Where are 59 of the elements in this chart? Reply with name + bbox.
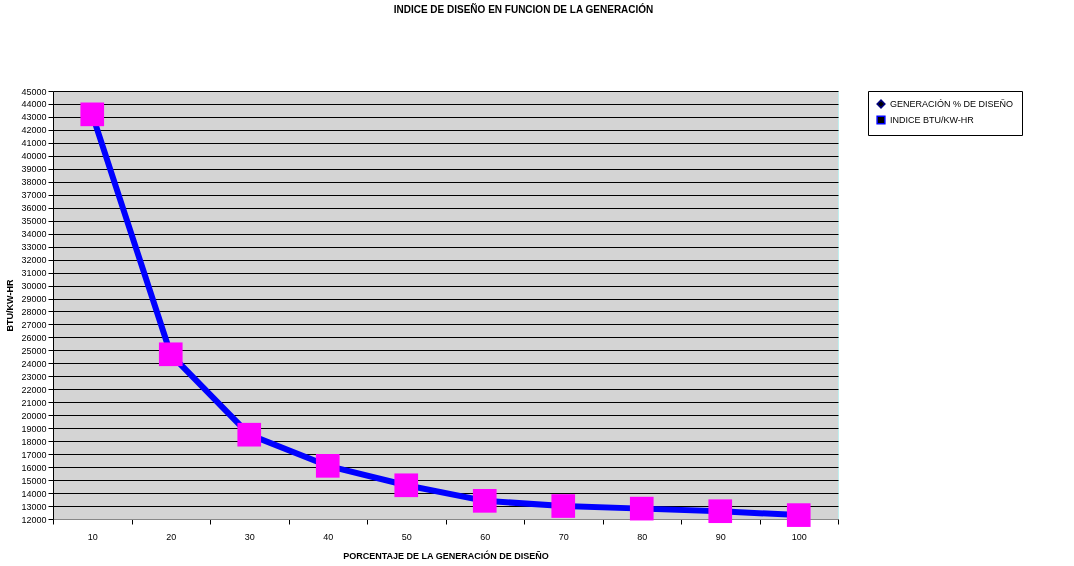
- y-tick-label: 25000: [21, 345, 47, 356]
- y-tick-label: 39000: [21, 164, 47, 175]
- y-tick-label: 12000: [21, 514, 47, 525]
- y-tick-label: 16000: [21, 462, 47, 473]
- y-tick-label: 34000: [21, 229, 47, 240]
- point: [158, 342, 183, 367]
- y-tick-label: 42000: [21, 125, 47, 136]
- y-tick-label: 19000: [21, 423, 47, 434]
- x-tick-label: 100: [791, 531, 807, 542]
- point: [315, 453, 340, 478]
- point: [551, 494, 576, 518]
- y-tick-label: 41000: [21, 138, 47, 149]
- y-tick-label: 36000: [21, 203, 47, 214]
- x-tick-label: 70: [558, 531, 569, 542]
- y-tick-label: 31000: [21, 268, 47, 279]
- x-tick-label: 90: [715, 531, 726, 542]
- y-tick-label: 22000: [21, 384, 47, 395]
- y-tick-label: 24000: [21, 358, 47, 369]
- x-tick-label: 80: [637, 531, 648, 542]
- y-tick-label: 17000: [21, 449, 47, 460]
- y-tick-label: 14000: [21, 488, 47, 499]
- y-tick-label: 20000: [21, 410, 47, 421]
- point: [237, 422, 262, 447]
- x-tick-label: 60: [480, 531, 491, 542]
- x-tick-label: 20: [166, 531, 177, 542]
- chart-title: INDICE DE DISEÑO EN FUNCION DE LA GENERACIÓN: [393, 3, 654, 15]
- y-tick-label: 23000: [21, 371, 47, 382]
- y-tick-label: 35000: [21, 216, 47, 227]
- y-tick-label: 38000: [21, 177, 47, 188]
- point: [394, 473, 419, 498]
- y-tick-label: 18000: [21, 436, 47, 447]
- y-axis-title: BTU/KW-HR: [5, 279, 16, 332]
- x-tick-label: 10: [87, 531, 98, 542]
- y-tick-label: 26000: [21, 332, 47, 343]
- point: [629, 496, 654, 521]
- y-tick-label: 32000: [21, 255, 47, 266]
- x-axis-title: PORCENTAJE DE LA GENERACIÓN DE DISEÑO: [343, 549, 549, 561]
- y-tick-label: 37000: [21, 190, 47, 201]
- legend-label: GENERACIÓN % DE DISEÑO: [890, 99, 1014, 109]
- y-tick-label: 13000: [21, 501, 47, 512]
- y-tick-label: 45000: [21, 86, 47, 97]
- x-tick-label: 40: [323, 531, 334, 542]
- y-tick-label: 27000: [21, 319, 47, 330]
- y-tick-label: 40000: [21, 151, 47, 162]
- y-tick-label: 33000: [21, 242, 47, 253]
- legend-label: INDICE BTU/KW-HR: [890, 115, 975, 125]
- point: [786, 503, 811, 527]
- point: [472, 489, 497, 513]
- x-tick-label: 30: [244, 531, 255, 542]
- y-tick-label: 15000: [21, 475, 47, 486]
- y-tick-label: 30000: [21, 281, 47, 292]
- y-tick-label: 44000: [21, 99, 47, 110]
- y-tick-label: 29000: [21, 294, 47, 305]
- point: [80, 102, 105, 127]
- y-tick-label: 28000: [21, 306, 47, 317]
- point: [708, 499, 733, 524]
- x-tick-label: 50: [401, 531, 412, 542]
- y-tick-label: 43000: [21, 112, 47, 123]
- y-tick-label: 21000: [21, 397, 47, 408]
